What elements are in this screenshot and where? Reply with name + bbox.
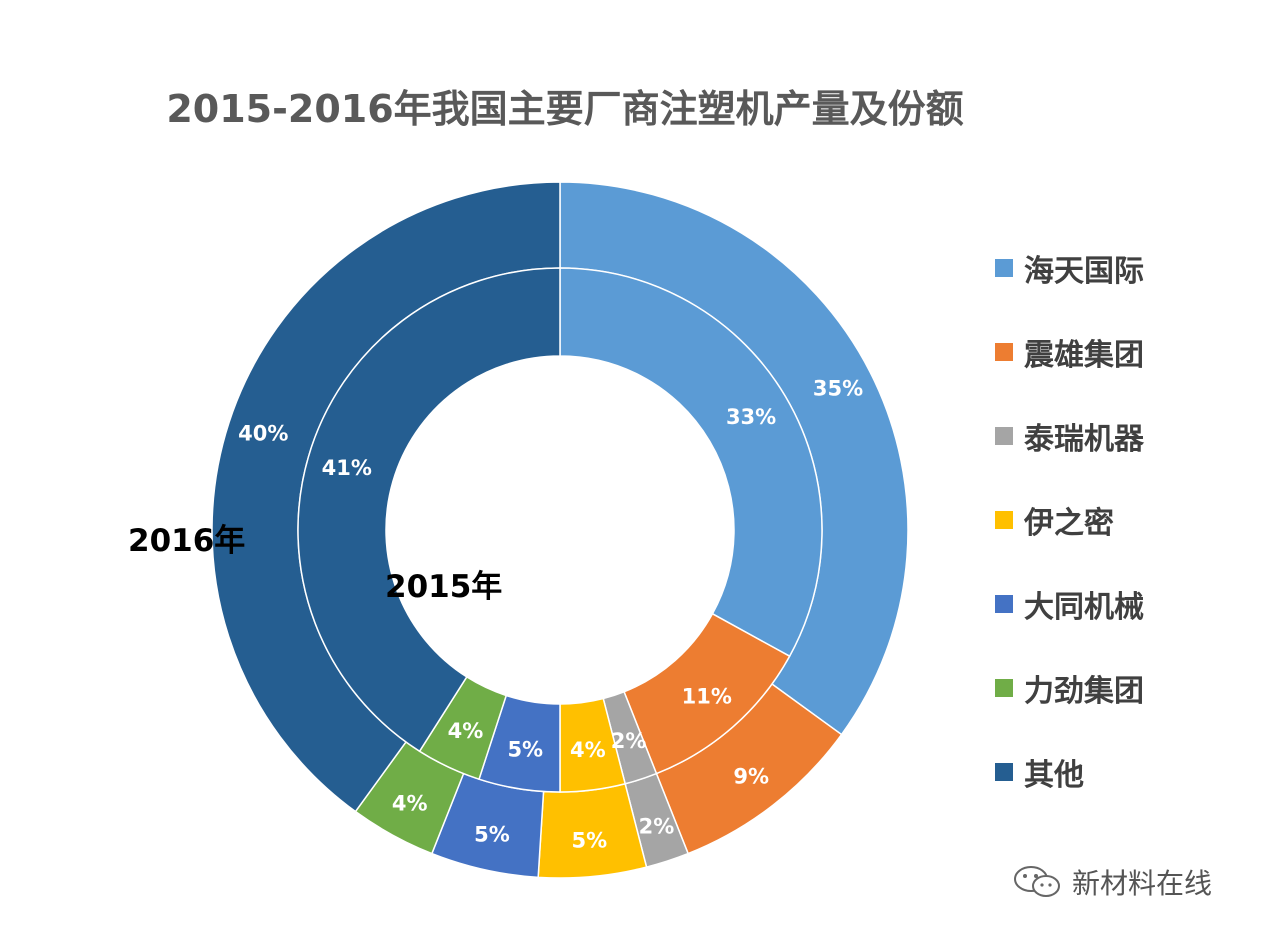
- legend-swatch: [995, 679, 1013, 697]
- inner-ring-label-tairui: 2%: [611, 729, 647, 753]
- inner-ring-label-datong: 5%: [507, 737, 543, 761]
- inner-ring-label-zhenxiong: 11%: [682, 685, 732, 709]
- legend-item-yizhimi: 伊之密: [995, 478, 1144, 562]
- inner-ring-label-yizhimi: 4%: [570, 738, 606, 762]
- outer-ring-label-other: 40%: [238, 422, 288, 446]
- legend-label: 伊之密: [1024, 506, 1114, 541]
- outer-ring-label-zhenxiong: 9%: [733, 765, 769, 789]
- legend-item-tairui: 泰瑞机器: [995, 394, 1144, 478]
- legend-item-other: 其他: [995, 730, 1144, 814]
- inner-ring-label-other: 41%: [322, 456, 372, 480]
- watermark-text: 新材料在线: [1072, 867, 1213, 900]
- legend-item-zhenxiong: 震雄集团: [995, 310, 1144, 394]
- legend-swatch: [995, 595, 1013, 613]
- legend-item-lijin: 力劲集团: [995, 646, 1144, 730]
- inner-ring-label-haitian: 33%: [726, 405, 776, 429]
- legend-swatch: [995, 763, 1013, 781]
- outer-ring-label-tairui: 2%: [639, 815, 675, 839]
- inner-ring-label-lijin: 4%: [448, 719, 484, 743]
- outer-ring-label-lijin: 4%: [392, 791, 428, 815]
- legend-swatch: [995, 343, 1013, 361]
- legend-label: 力劲集团: [1024, 674, 1144, 709]
- legend: 海天国际震雄集团泰瑞机器伊之密大同机械力劲集团其他: [995, 226, 1144, 814]
- legend-label: 泰瑞机器: [1024, 422, 1144, 457]
- legend-label: 大同机械: [1024, 590, 1144, 625]
- legend-item-datong: 大同机械: [995, 562, 1144, 646]
- legend-label: 海天国际: [1024, 254, 1144, 289]
- outer-ring-label-yizhimi: 5%: [572, 829, 608, 853]
- outer-ring-label-datong: 5%: [474, 822, 510, 846]
- inner-ring-slice-haitian: [559, 267, 823, 658]
- legend-swatch: [995, 259, 1013, 277]
- legend-swatch: [995, 427, 1013, 445]
- legend-label: 震雄集团: [1024, 338, 1144, 373]
- inner-ring-slice-other: [297, 267, 561, 753]
- watermark: 新材料在线: [1012, 862, 1212, 902]
- inner-ring-name: 2015年: [385, 569, 502, 605]
- outer-ring-label-haitian: 35%: [813, 376, 863, 400]
- chart-title: 2015-2016年我国主要厂商注塑机产量及份额: [166, 87, 964, 131]
- legend-item-haitian: 海天国际: [995, 226, 1144, 310]
- outer-ring-name: 2016年: [128, 523, 245, 559]
- legend-swatch: [995, 511, 1013, 529]
- legend-label: 其他: [1024, 758, 1084, 793]
- wechat-icon: [1014, 866, 1060, 897]
